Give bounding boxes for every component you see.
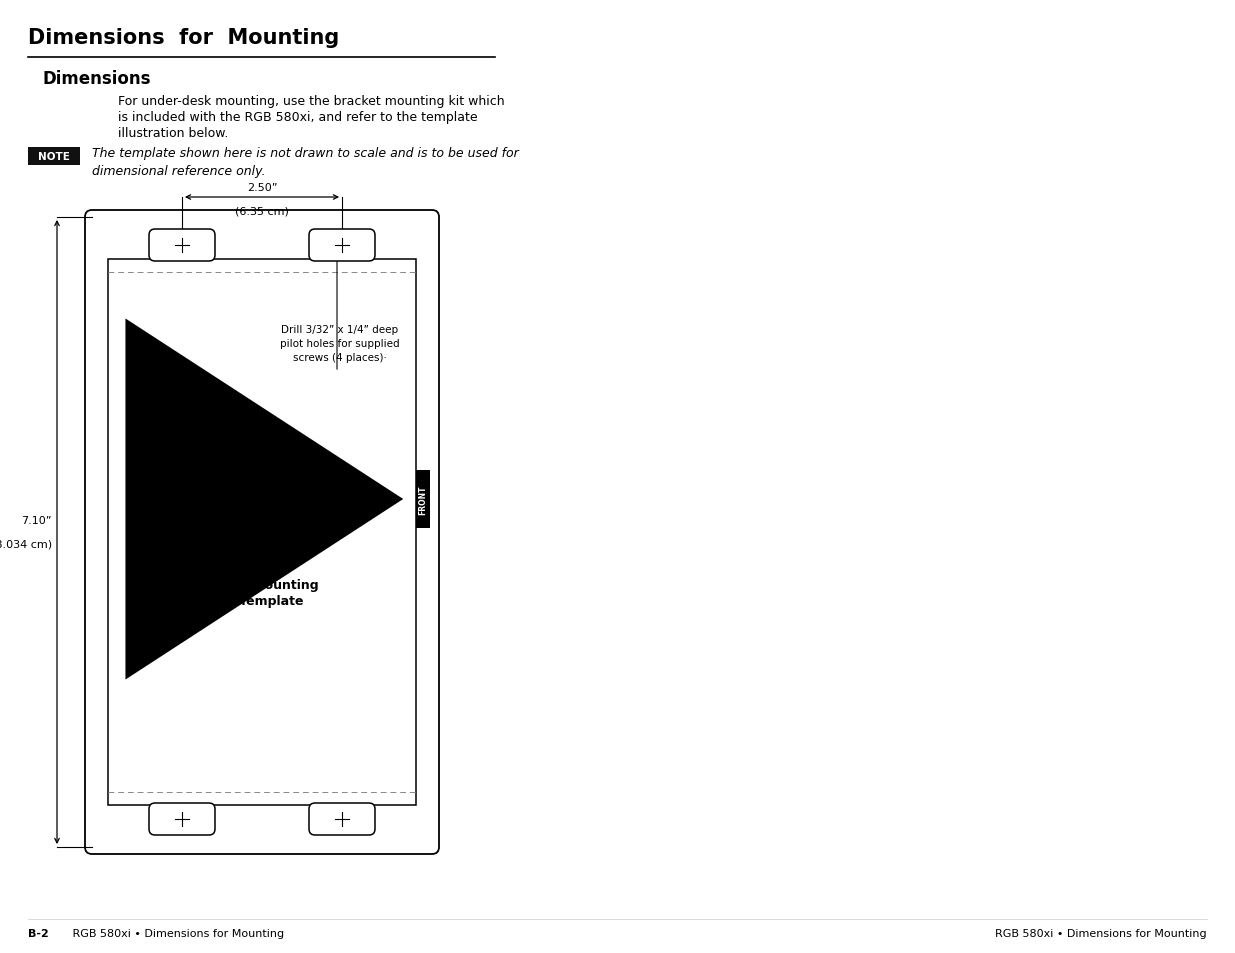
Text: Drill 3/32” x 1/4” deep
pilot holes for supplied
screws (4 places)·: Drill 3/32” x 1/4” deep pilot holes for … <box>280 325 400 363</box>
FancyBboxPatch shape <box>85 211 438 854</box>
Text: Bracket Template: Bracket Template <box>180 595 304 608</box>
Text: Dimensions: Dimensions <box>42 70 151 88</box>
Text: Dimensions  for  Mounting: Dimensions for Mounting <box>28 28 340 48</box>
Text: RGB 580xi • Dimensions for Mounting: RGB 580xi • Dimensions for Mounting <box>995 928 1207 938</box>
FancyBboxPatch shape <box>149 230 215 262</box>
Text: NOTE: NOTE <box>38 152 70 162</box>
Text: (18.034 cm): (18.034 cm) <box>0 539 52 550</box>
FancyBboxPatch shape <box>149 803 215 835</box>
Bar <box>107 260 416 805</box>
Text: xi: xi <box>237 563 248 576</box>
Text: RGB 580: RGB 580 <box>177 563 237 576</box>
Text: illustration below.: illustration below. <box>119 127 228 140</box>
Text: FRONT: FRONT <box>419 485 427 515</box>
Text: Under-Desk Mounting: Under-Desk Mounting <box>165 578 319 592</box>
Text: 2.50”: 2.50” <box>247 183 277 193</box>
FancyBboxPatch shape <box>309 230 375 262</box>
Bar <box>416 471 430 529</box>
FancyBboxPatch shape <box>309 803 375 835</box>
Text: is included with the RGB 580xi, and refer to the template: is included with the RGB 580xi, and refe… <box>119 111 478 124</box>
Text: The template shown here is not drawn to scale and is to be used for
dimensional : The template shown here is not drawn to … <box>91 147 519 178</box>
Text: B-2: B-2 <box>28 928 48 938</box>
Text: 7.10”: 7.10” <box>21 516 52 525</box>
FancyBboxPatch shape <box>28 148 80 166</box>
Text: For under-desk mounting, use the bracket mounting kit which: For under-desk mounting, use the bracket… <box>119 95 505 108</box>
Text: Not Drawn to Scale: Not Drawn to Scale <box>128 468 356 488</box>
Text: (6.35 cm): (6.35 cm) <box>235 207 289 216</box>
Text: RGB 580xi • Dimensions for Mounting: RGB 580xi • Dimensions for Mounting <box>62 928 284 938</box>
